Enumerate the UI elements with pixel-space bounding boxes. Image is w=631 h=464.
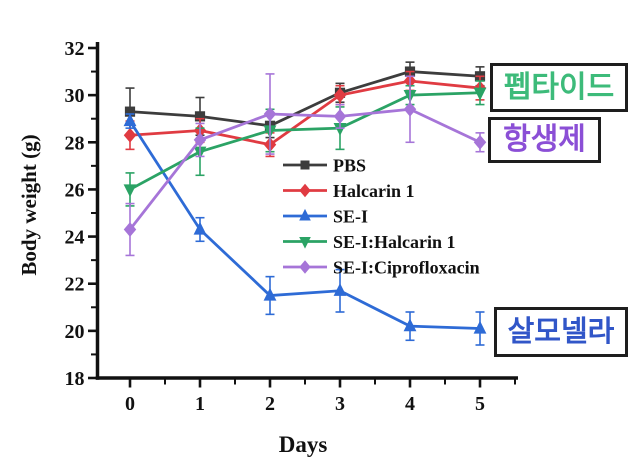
legend-label: SE-I [333, 207, 368, 227]
legend-label: SE-I:Ciprofloxacin [333, 258, 480, 278]
antibiotic-label: 항생제 [503, 123, 586, 156]
y-tick-label: 18 [65, 368, 85, 390]
y-tick-label: 26 [65, 179, 85, 201]
x-axis-title: Days [279, 432, 328, 457]
legend: PBS Halcarin 1 SE-I SE-I:Halcarin 1 SE-I:Cip… [283, 156, 480, 278]
y-tick-label: 20 [65, 321, 85, 343]
antibiotic-annotation-box: 항생제 [488, 117, 601, 163]
x-tick-label: 1 [195, 393, 205, 415]
y-tick-label: 30 [65, 85, 85, 107]
y-tick-label: 24 [65, 227, 85, 249]
x-tick-label: 5 [475, 393, 485, 415]
x-tick-label: 3 [335, 393, 345, 415]
x-tick-label: 2 [265, 393, 275, 415]
peptide-annotation-box: 펩타이드 [490, 63, 628, 112]
peptide-label: 펩타이드 [503, 70, 615, 104]
salmonella-label: 살모넬라 [507, 315, 615, 348]
legend-label: SE-I:Halcarin 1 [333, 232, 456, 252]
y-tick-label: 28 [65, 132, 85, 154]
series-PBS [124, 61, 486, 139]
legend-label: PBS [333, 156, 366, 176]
x-tick-label: 0 [125, 393, 135, 415]
axes: 18 20 22 24 26 28 30 32 0 1 2 3 4 5 [65, 38, 518, 415]
series-SE-I:Ciprofloxacin [123, 73, 487, 257]
salmonella-annotation-box: 살모넬라 [494, 307, 628, 357]
y-tick-label: 22 [65, 274, 85, 296]
x-tick-label: 4 [405, 393, 415, 415]
y-tick-label: 32 [65, 38, 85, 60]
y-axis-title: Body weight (g) [17, 134, 41, 275]
series-SE-I [123, 113, 487, 346]
legend-label: Halcarin 1 [333, 181, 415, 201]
